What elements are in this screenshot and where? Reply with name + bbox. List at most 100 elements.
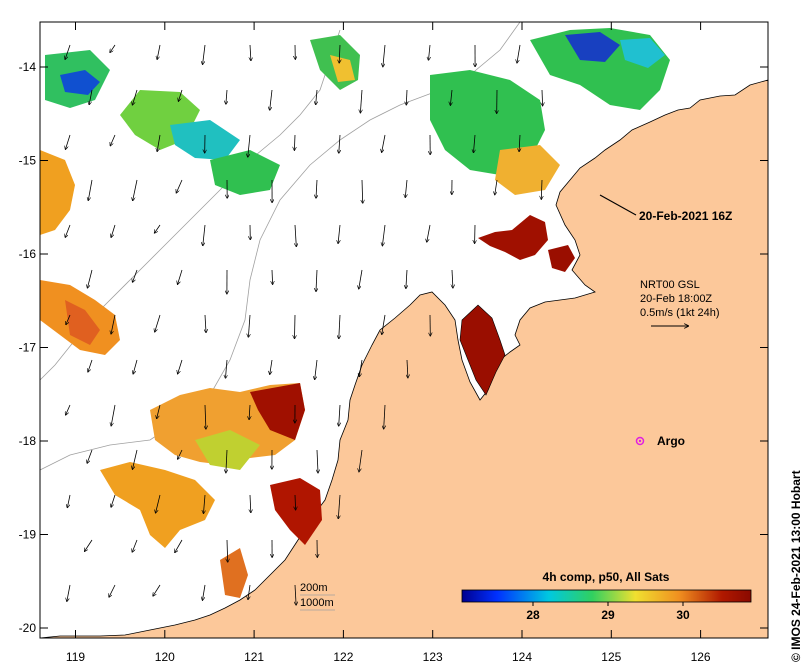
current-arrow — [541, 179, 542, 199]
current-arrow — [203, 224, 206, 245]
current-arrow — [67, 494, 71, 507]
current-arrow — [226, 449, 227, 473]
current-arrow — [155, 224, 161, 233]
lon-tick-label: 120 — [155, 650, 175, 664]
lon-tick-label: 125 — [601, 650, 621, 664]
current-arrow — [362, 179, 363, 203]
current-arrow — [338, 494, 340, 518]
current-arrow — [359, 359, 363, 376]
current-arrow — [178, 359, 183, 374]
depth-legend-200m: 200m — [300, 582, 328, 594]
current-arrow — [427, 224, 431, 242]
current-arrow — [339, 134, 340, 153]
current-arrow — [250, 44, 251, 60]
current-arrow — [66, 314, 71, 324]
current-arrow — [405, 179, 407, 197]
lon-tick-label: 121 — [244, 650, 264, 664]
current-legend-line1: NRT00 GSL — [640, 279, 700, 291]
current-arrow — [157, 404, 161, 418]
current-arrow — [359, 449, 363, 472]
current-legend: NRT00 GSL 20-Feb 18:00Z 0.5m/s (1kt 24h) — [640, 279, 719, 326]
current-arrow — [226, 359, 228, 378]
current-legend-line2: 20-Feb 18:00Z — [640, 293, 712, 305]
current-arrow — [272, 269, 273, 284]
current-arrow — [474, 134, 476, 152]
current-arrow — [295, 584, 296, 605]
current-arrow — [85, 539, 93, 551]
current-arrow — [88, 359, 93, 372]
depth-legend: 200m 1000m — [300, 582, 335, 611]
current-arrow — [89, 89, 93, 104]
current-arrow — [133, 449, 138, 469]
depth-legend-1000m: 1000m — [300, 597, 334, 609]
current-arrow — [179, 89, 183, 101]
current-arrow — [452, 269, 453, 288]
latitude-axis: -14 -15 -16 -17 -18 -19 -20 — [19, 60, 768, 635]
current-arrow — [111, 314, 116, 334]
current-arrow — [339, 314, 340, 338]
current-arrow — [519, 134, 520, 151]
current-arrow — [87, 449, 93, 463]
current-arrow — [88, 269, 93, 288]
current-arrow — [133, 269, 138, 282]
current-arrow — [175, 539, 183, 552]
lon-tick-label: 122 — [333, 650, 353, 664]
current-arrow — [205, 314, 206, 332]
current-arrow — [316, 89, 317, 104]
credit-text: © IMOS 24-Feb-2021 13:00 Hobart — [789, 470, 803, 662]
lat-tick-label: -15 — [19, 154, 37, 168]
colorbar: 4h comp, p50, All Sats 28 29 30 — [461, 570, 752, 622]
track-label: 20-Feb-2021 16Z — [639, 209, 732, 223]
current-arrow — [517, 44, 521, 63]
current-vectors — [65, 44, 543, 605]
argo-marker: Argo — [635, 434, 685, 448]
current-arrow — [205, 404, 206, 429]
current-arrow — [360, 89, 362, 113]
lon-tick-label: 123 — [423, 650, 443, 664]
current-arrow — [226, 89, 227, 104]
current-arrow — [66, 134, 71, 149]
track-pointer — [599, 194, 637, 216]
current-arrow — [295, 314, 296, 338]
plot-frame — [39, 21, 769, 639]
current-arrow — [249, 404, 250, 419]
current-arrow — [542, 89, 543, 106]
colorbar-tick-28: 28 — [526, 608, 540, 622]
current-arrow — [384, 404, 385, 429]
current-legend-line3: 0.5m/s (1kt 24h) — [640, 307, 719, 319]
current-arrow — [132, 539, 138, 552]
current-arrow — [203, 44, 206, 64]
lat-tick-label: -19 — [19, 528, 37, 542]
current-arrow — [382, 224, 386, 246]
current-arrow — [157, 44, 161, 59]
current-arrow — [88, 179, 93, 200]
land — [39, 79, 769, 639]
current-arrow — [382, 134, 386, 152]
current-arrow — [178, 269, 183, 284]
current-arrow — [66, 404, 71, 415]
current-arrow — [339, 404, 340, 426]
current-arrow — [111, 494, 116, 507]
argo-icon — [635, 436, 645, 446]
current-arrow — [157, 134, 161, 151]
lat-tick-label: -17 — [19, 341, 37, 355]
current-arrow — [133, 179, 138, 200]
current-arrow — [65, 44, 71, 59]
current-arrow — [133, 89, 138, 105]
current-arrow — [110, 134, 116, 146]
colorbar-scale — [461, 589, 752, 603]
lon-tick-label: 119 — [66, 650, 85, 664]
lat-tick-label: -20 — [19, 621, 37, 635]
current-arrow — [406, 89, 407, 105]
current-arrow — [204, 494, 206, 513]
current-arrow — [295, 224, 296, 246]
current-arrow — [339, 44, 340, 63]
current-arrow — [133, 359, 138, 374]
current-arrow — [495, 179, 498, 195]
current-arrow — [270, 89, 273, 110]
current-arrow — [111, 224, 116, 237]
lat-tick-label: -14 — [19, 60, 37, 74]
lat-tick-label: -18 — [19, 434, 37, 448]
current-arrow — [203, 584, 206, 600]
